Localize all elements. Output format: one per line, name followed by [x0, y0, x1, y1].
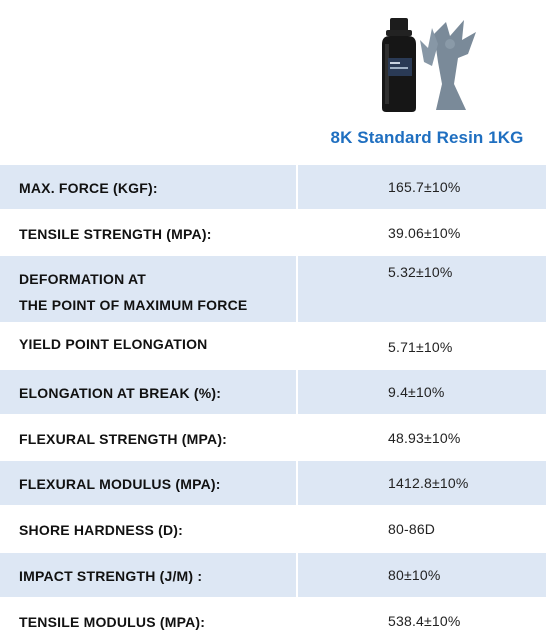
- spec-row-shore-hardness: SHORE HARDNESS (D): 80-86D: [0, 507, 546, 553]
- spec-label: TENSILE STRENGTH (MPA):: [19, 224, 212, 244]
- specs-table: MAX. FORCE (KGF): 165.7±10% TENSILE STRE…: [0, 165, 546, 644]
- column-divider: [296, 553, 298, 597]
- column-divider: [296, 165, 298, 209]
- spec-value: 48.93±10%: [388, 430, 461, 446]
- spec-value: 9.4±10%: [388, 384, 445, 400]
- spec-row-flexural-strength: FLEXURAL STRENGTH (MPA): 48.93±10%: [0, 416, 546, 462]
- spec-label: IMPACT STRENGTH (J/M) :: [19, 566, 202, 586]
- spec-label: FLEXURAL STRENGTH (MPA):: [19, 429, 227, 449]
- spec-row-tensile-modulus: TENSILE MODULUS (MPA): 538.4±10%: [0, 599, 546, 644]
- spec-row-elongation-break: ELONGATION AT BREAK (%): 9.4±10%: [0, 370, 546, 416]
- spec-value: 165.7±10%: [388, 179, 461, 195]
- resin-bottle-with-figurine-icon: [376, 14, 478, 114]
- spec-row-tensile-strength: TENSILE STRENGTH (MPA): 39.06±10%: [0, 211, 546, 257]
- spec-label: SHORE HARDNESS (D):: [19, 520, 183, 540]
- spec-value: 5.32±10%: [388, 264, 453, 280]
- spec-row-yield-elongation: YIELD POINT ELONGATION 5.71±10%: [0, 324, 546, 370]
- column-divider: [296, 256, 298, 322]
- spec-value: 5.71±10%: [388, 339, 453, 355]
- product-header: 8K Standard Resin 1KG: [0, 0, 546, 165]
- spec-label: FLEXURAL MODULUS (MPA):: [19, 474, 221, 494]
- spec-label: ELONGATION AT BREAK (%):: [19, 383, 221, 403]
- product-title: 8K Standard Resin 1KG: [300, 128, 546, 148]
- spec-value: 39.06±10%: [388, 225, 461, 241]
- spec-row-flexural-modulus: FLEXURAL MODULUS (MPA): 1412.8±10%: [0, 461, 546, 507]
- spec-label: DEFORMATION AT THE POINT OF MAXIMUM FORC…: [19, 266, 247, 318]
- spec-row-impact-strength: IMPACT STRENGTH (J/M) : 80±10%: [0, 553, 546, 599]
- spec-value: 80±10%: [388, 567, 440, 583]
- column-divider: [296, 370, 298, 414]
- column-divider: [296, 461, 298, 505]
- spec-value: 538.4±10%: [388, 613, 461, 629]
- spec-label: TENSILE MODULUS (MPA):: [19, 612, 205, 632]
- spec-row-deformation: DEFORMATION AT THE POINT OF MAXIMUM FORC…: [0, 256, 546, 324]
- spec-row-max-force: MAX. FORCE (KGF): 165.7±10%: [0, 165, 546, 211]
- spec-label: YIELD POINT ELONGATION: [19, 334, 207, 354]
- spec-label: MAX. FORCE (KGF):: [19, 178, 158, 198]
- spec-value: 80-86D: [388, 521, 435, 537]
- spec-value: 1412.8±10%: [388, 475, 469, 491]
